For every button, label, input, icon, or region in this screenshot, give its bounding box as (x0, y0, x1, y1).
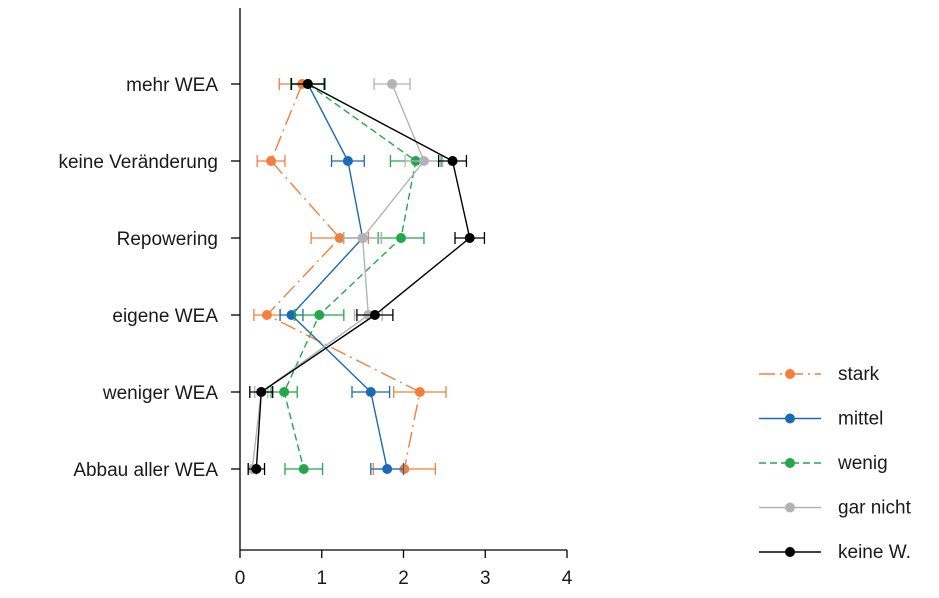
legend-label: mittel (838, 409, 883, 430)
data-point (279, 387, 290, 397)
data-point (261, 310, 272, 320)
data-point (251, 464, 262, 474)
legend-label: keine W. (838, 542, 911, 563)
data-point (314, 310, 325, 320)
x-tick-label: 2 (398, 568, 409, 589)
series-layer (247, 78, 486, 475)
data-point (418, 156, 429, 166)
y-tick-label: Abbau aller WEA (73, 460, 218, 481)
series-line (290, 83, 388, 470)
legend-item: gar nicht (759, 498, 912, 519)
data-point (286, 310, 297, 320)
data-point (342, 156, 353, 166)
x-tick-label: 0 (235, 568, 246, 589)
legend-marker (785, 547, 795, 557)
y-tick-label: mehr WEA (126, 75, 218, 96)
legend-item: mittel (759, 409, 883, 430)
series-mittel (279, 78, 405, 475)
legend-label: gar nicht (838, 498, 912, 519)
data-point (396, 233, 407, 243)
series-line (283, 83, 417, 470)
legend: stark mittel wenig gar nicht keine W. (759, 364, 912, 563)
y-tick-label: Repowering (117, 229, 218, 250)
data-point (334, 233, 345, 243)
data-point (266, 156, 277, 166)
series-keine-w- (247, 78, 486, 475)
series-gar-nicht (247, 78, 444, 475)
data-point (447, 156, 458, 166)
data-point (387, 79, 398, 89)
data-point (365, 387, 376, 397)
legend-item: keine W. (759, 542, 911, 563)
legend-item: wenig (759, 453, 888, 474)
x-tick-label: 3 (480, 568, 491, 589)
data-point (357, 233, 368, 243)
y-tick-label: keine Veränderung (58, 152, 218, 173)
axes: 0 1 2 3 4 mehr WEA keine Veränderung Repowering… (58, 8, 573, 589)
data-point (298, 464, 309, 474)
y-tick-label: eigene WEA (112, 306, 218, 327)
y-tick-label: weniger WEA (102, 383, 218, 404)
x-tick-label: 4 (562, 568, 573, 589)
series-stark (253, 78, 447, 475)
data-point (369, 310, 380, 320)
legend-label: wenig (837, 453, 888, 474)
series-line (255, 83, 471, 470)
legend-marker (785, 413, 795, 424)
data-point (414, 387, 425, 397)
data-point (302, 79, 313, 89)
legend-item: stark (759, 364, 880, 385)
legend-marker (785, 369, 795, 379)
legend-marker (785, 502, 795, 513)
x-tick-label: 1 (316, 568, 327, 589)
legend-label: stark (838, 364, 880, 385)
series-line (265, 83, 421, 470)
data-point (399, 464, 410, 474)
data-point (464, 233, 475, 243)
data-point (382, 464, 393, 474)
legend-marker (785, 458, 795, 468)
data-point (256, 387, 267, 397)
